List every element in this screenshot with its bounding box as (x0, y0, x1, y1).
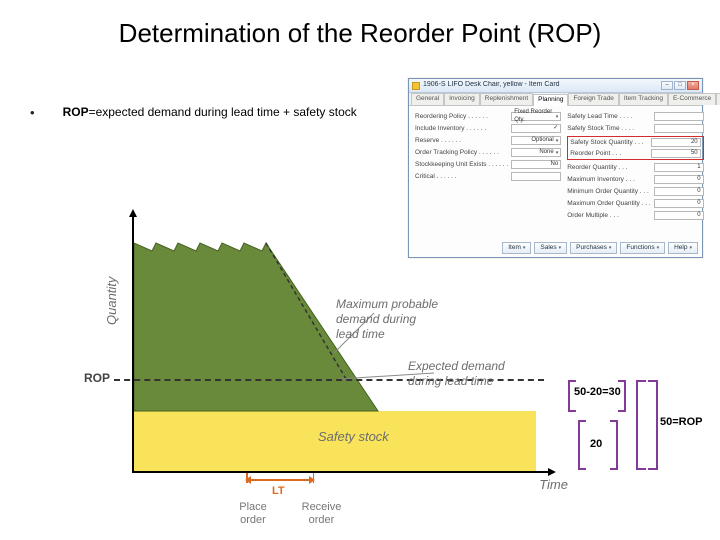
max-demand-label: Maximum probable demand during lead time (336, 297, 438, 342)
field-value[interactable]: No (511, 160, 561, 169)
dialog-left-column: Reordering Policy . . . . . .Fixed Reord… (415, 112, 561, 226)
bracket-50-right (648, 380, 658, 470)
receive-order-label: Receiveorder (294, 501, 349, 526)
annotation-30: 50-20=30 (574, 386, 621, 398)
window-close-button[interactable]: × (687, 81, 699, 90)
rop-axis-label: ROP (84, 371, 110, 385)
rop-diagram: Quantity Time ROP Maximum probable deman… (88, 215, 558, 505)
field-value[interactable]: 50 (651, 149, 701, 158)
tab-warehouse[interactable]: Warehouse (716, 93, 720, 105)
tab-e-commerce[interactable]: E-Commerce (668, 93, 716, 105)
bracket-20-right (610, 420, 618, 470)
field-reordering-policy: Reordering Policy . . . . . .Fixed Reord… (415, 112, 561, 121)
page-title: Determination of the Reorder Point (ROP) (0, 0, 720, 49)
field-reorder-point: Reorder Point . . .50 (570, 149, 700, 158)
rop-formula-bullet: • ROP=expected demand during lead time +… (30, 105, 357, 120)
field-value[interactable] (654, 124, 704, 133)
footer-button-purchases[interactable]: Purchases (570, 242, 617, 254)
tab-replenishment[interactable]: Replenishment (480, 93, 533, 105)
window-minimize-button[interactable]: – (661, 81, 673, 90)
bullet-glyph: • (30, 105, 35, 120)
expected-demand-label: Expected demand during lead time (408, 359, 505, 389)
x-axis (132, 471, 550, 473)
field-reserve: Reserve . . . . . .Optional (415, 136, 561, 145)
field-value[interactable]: Optional (511, 136, 561, 145)
bracket-20-left (578, 420, 586, 470)
field-safety-lead-time: Safety Lead Time . . . . (567, 112, 703, 121)
field-order-tracking-policy: Order Tracking Policy . . . . . .None (415, 148, 561, 157)
footer-button-help[interactable]: Help (668, 242, 698, 254)
dialog-right-column: Safety Lead Time . . . . Safety Stock Tim… (567, 112, 703, 226)
field-include-inventory: Include Inventory . . . . . .✓ (415, 124, 561, 133)
field-reorder-quantity: Reorder Quantity . . .1 (567, 163, 703, 172)
y-axis-label: Quantity (104, 277, 119, 325)
field-maximum-order-quantity: Maximum Order Quantity . . .0 (567, 199, 703, 208)
field-value[interactable]: ✓ (511, 124, 561, 133)
window-maximize-button[interactable]: □ (674, 81, 686, 90)
dialog-tabstrip: GeneralInvoicingReplenishmentPlanningFor… (409, 93, 702, 106)
x-axis-label: Time (539, 477, 568, 492)
dialog-titlebar[interactable]: 1906-S LIFO Desk Chair, yellow - Item Ca… (409, 79, 702, 93)
field-value[interactable] (654, 112, 704, 121)
dialog-title: 1906-S LIFO Desk Chair, yellow - Item Ca… (423, 81, 658, 89)
tab-general[interactable]: General (411, 93, 444, 105)
place-order-label: Placeorder (228, 501, 278, 526)
field-maximum-inventory: Maximum Inventory . . .0 (567, 175, 703, 184)
field-value[interactable]: 20 (651, 138, 701, 147)
field-safety-stock-quantity: Safety Stock Quantity . . .20 (570, 138, 700, 147)
field-value[interactable]: 0 (654, 175, 704, 184)
safety-stock-label: Safety stock (318, 429, 389, 444)
field-value[interactable]: 1 (654, 163, 704, 172)
y-axis (132, 215, 134, 473)
annotation-50-rop: 50=ROP (660, 416, 703, 428)
field-value[interactable]: 0 (654, 199, 704, 208)
footer-button-functions[interactable]: Functions (620, 242, 665, 254)
lead-time-label: LT (272, 485, 285, 497)
field-value[interactable]: 0 (654, 211, 704, 220)
field-value[interactable] (511, 172, 561, 181)
tab-planning[interactable]: Planning (533, 94, 568, 106)
field-stockkeeping-unit-exists: Stockkeeping Unit Exists . . . . . .No (415, 160, 561, 169)
annotation-20: 20 (590, 438, 602, 450)
field-value[interactable]: None (511, 148, 561, 157)
tab-item-tracking[interactable]: Item Tracking (619, 93, 668, 105)
tab-invoicing[interactable]: Invoicing (444, 93, 480, 105)
field-critical: Critical . . . . . . (415, 172, 561, 181)
field-value[interactable]: Fixed Reorder Qty. (511, 112, 561, 121)
field-order-multiple: Order Multiple . . .0 (567, 211, 703, 220)
field-minimum-order-quantity: Minimum Order Quantity . . .0 (567, 187, 703, 196)
field-safety-stock-time: Safety Stock Time . . . . (567, 124, 703, 133)
reorder-highlight-box: Safety Stock Quantity . . .20 Reorder Poi… (567, 136, 703, 160)
tab-foreign-trade[interactable]: Foreign Trade (568, 93, 618, 105)
rop-formula-text: ROP=expected demand during lead time + s… (63, 105, 357, 119)
window-app-icon (412, 82, 420, 90)
bracket-50-left (636, 380, 646, 470)
field-value[interactable]: 0 (654, 187, 704, 196)
